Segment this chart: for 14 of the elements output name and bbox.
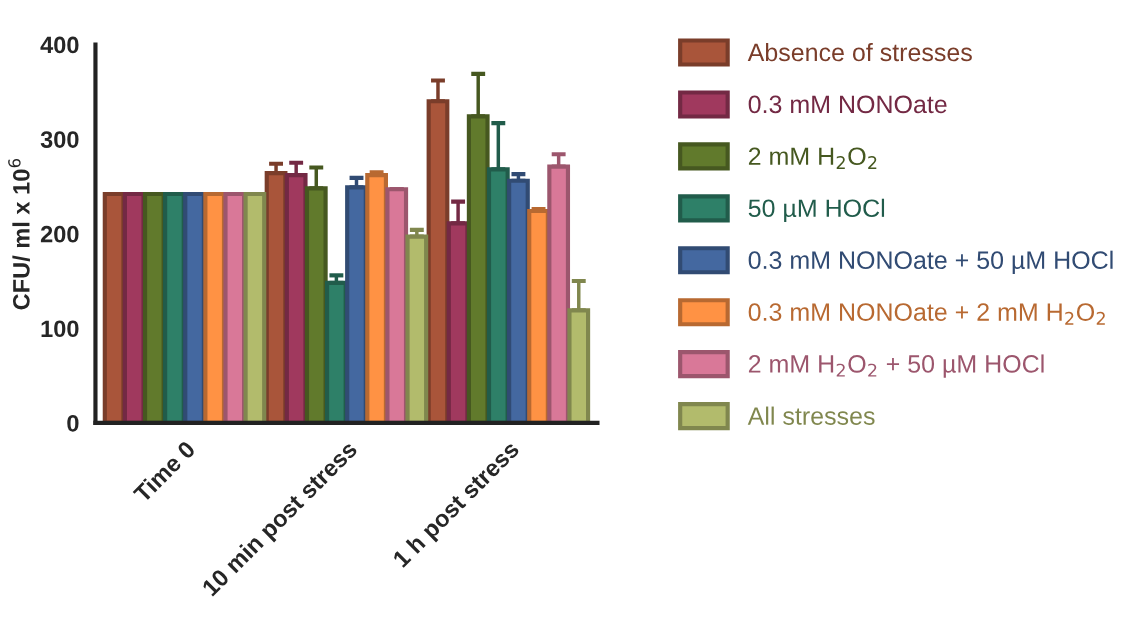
legend-label: All stresses [747, 406, 875, 425]
legend-label: 0.3 mM NONOate + 50 µM HOCl [748, 250, 1113, 274]
legend-label: 0.3 mM NONOate + 2 mM H$_{2}$O$_{2}$ [748, 303, 1105, 325]
legend-label: 0.3 mM NONOate [748, 95, 947, 114]
legend-label: Absence of stresses [747, 42, 972, 62]
y-tick-label: 400 [40, 36, 79, 54]
y-tick-label: 100 [41, 320, 79, 338]
y-tick-label: 200 [40, 225, 79, 243]
y-tick-label: 300 [40, 131, 79, 148]
y-tick-label: 0 [67, 415, 79, 432]
legend-label: 50 µM HOCl [748, 198, 885, 223]
y-axis-title: CFU/ ml x 10$^{6}$ [8, 158, 30, 310]
legend-label: 2 mM H$_{2}$O$_{2}$ [748, 147, 877, 169]
legend-label: 2 mM H$_{2}$O$_{2}$ + 50 µM HOCl [748, 354, 1044, 378]
